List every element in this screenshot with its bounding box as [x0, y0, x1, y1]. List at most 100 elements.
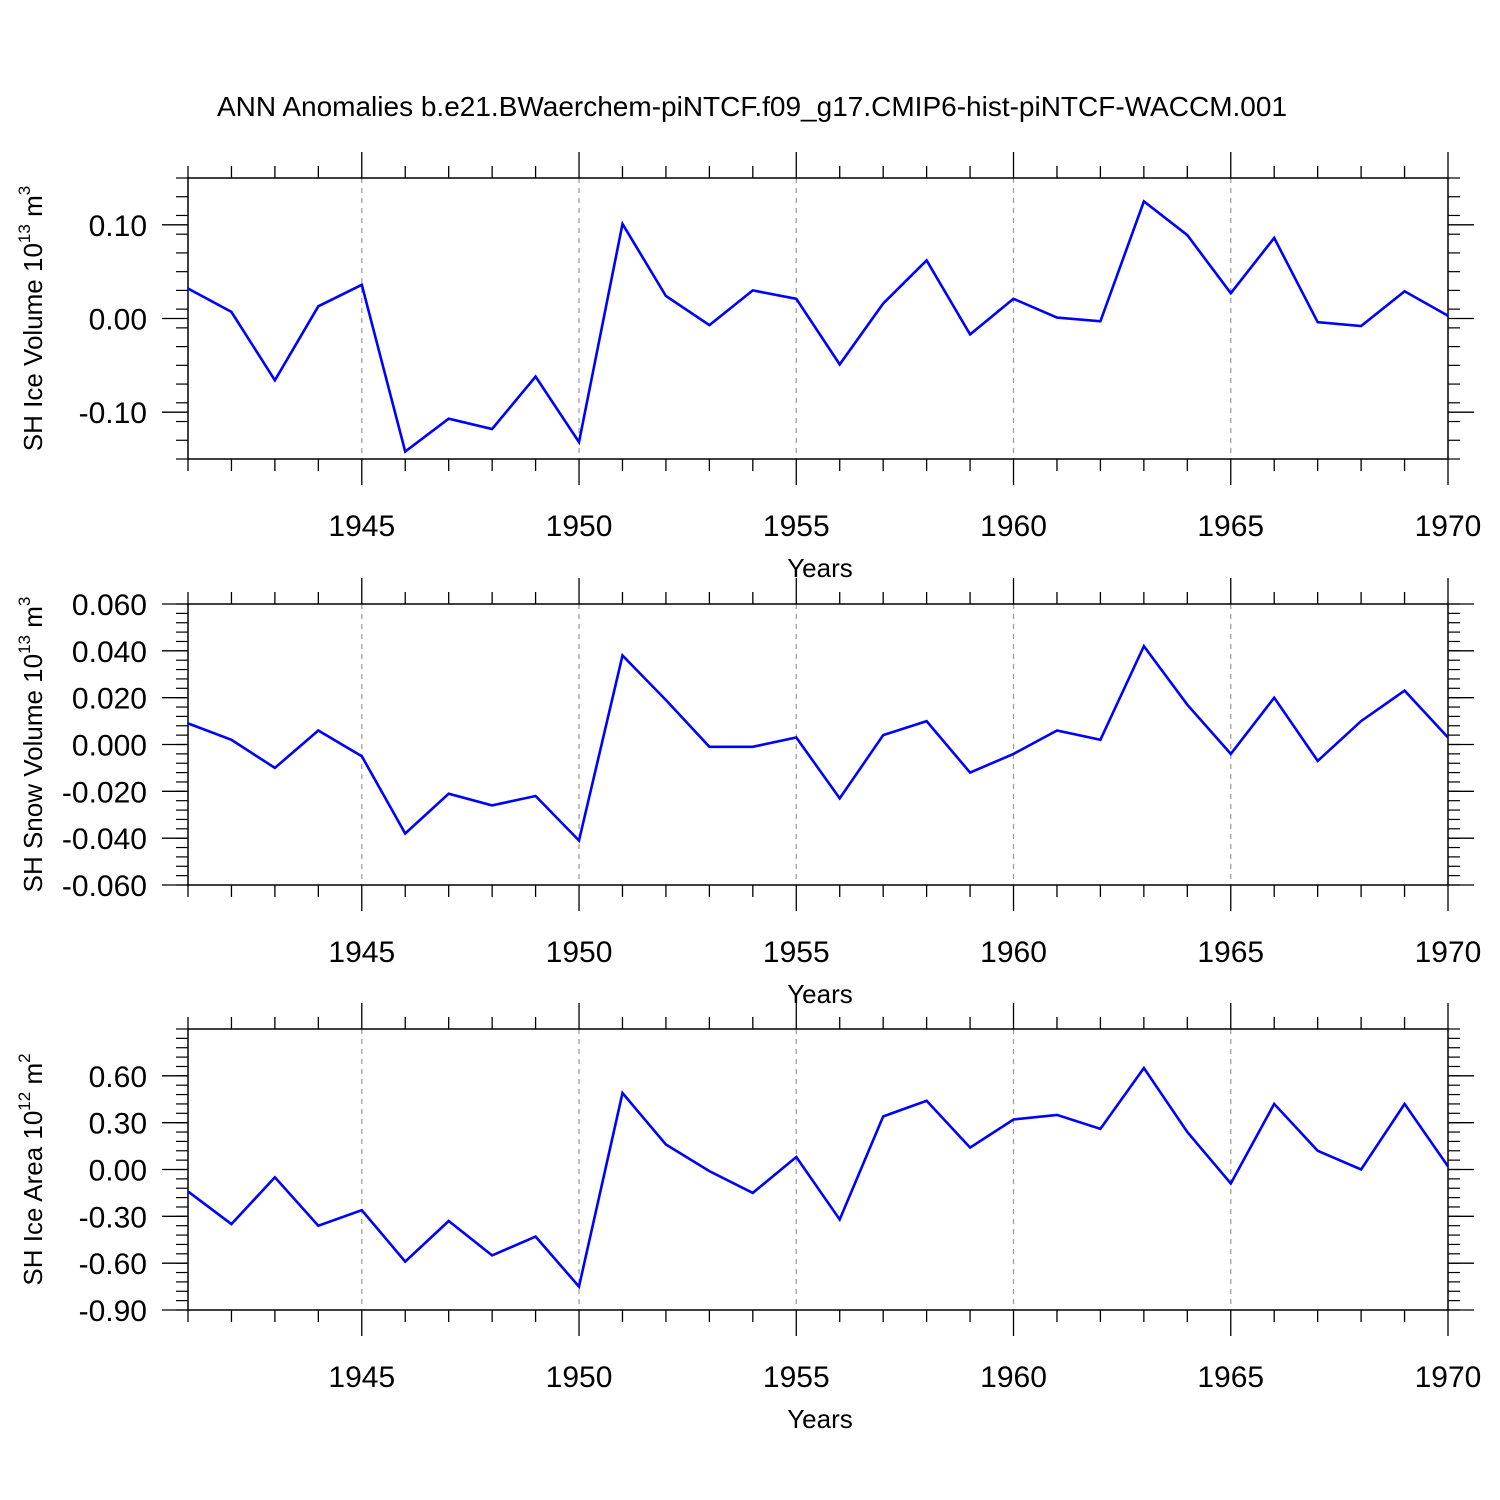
- data-point: [752, 746, 755, 749]
- data-point: [534, 795, 537, 798]
- y-axis-label-exponent: 12: [15, 1092, 34, 1111]
- x-tick-label: 1965: [1197, 1361, 1264, 1394]
- data-point: [578, 441, 581, 444]
- y-axis-label: SH Ice Volume 1013 m3: [15, 186, 48, 451]
- data-point: [1316, 1149, 1319, 1152]
- data-point: [1403, 1103, 1406, 1106]
- y-axis-label-unit: m: [18, 1063, 48, 1092]
- data-point: [447, 792, 450, 795]
- data-point: [317, 729, 320, 732]
- x-tick-label: 1970: [1415, 936, 1482, 969]
- data-point: [1186, 234, 1189, 237]
- y-tick-label: -0.30: [79, 1201, 147, 1234]
- data-point: [708, 324, 711, 327]
- plot-frame: [187, 177, 1449, 460]
- data-point: [447, 417, 450, 420]
- x-tick-label: 1950: [546, 1361, 613, 1394]
- x-axis-label: Years: [787, 979, 853, 1009]
- data-point: [1186, 703, 1189, 706]
- data-point: [578, 839, 581, 842]
- data-point: [665, 1143, 668, 1146]
- y-axis-label-unit: m: [18, 195, 48, 224]
- y-tick-label: 0.040: [72, 636, 147, 669]
- y-tick-label: 0.60: [89, 1061, 147, 1094]
- y-tick-label: 0.00: [89, 1155, 147, 1188]
- data-point: [274, 767, 277, 770]
- x-tick-label: 1945: [328, 510, 395, 543]
- y-tick-label: -0.040: [62, 823, 147, 856]
- data-point: [621, 654, 624, 657]
- x-tick-label: 1960: [980, 1361, 1047, 1394]
- data-point: [1273, 237, 1276, 240]
- data-point: [1229, 1182, 1232, 1185]
- plot-frame: [187, 1028, 1449, 1311]
- data-point: [925, 259, 928, 262]
- data-point: [795, 736, 798, 739]
- y-tick-label: 0.020: [72, 683, 147, 716]
- x-tick-label: 1960: [980, 936, 1047, 969]
- y-tick-label: -0.90: [79, 1295, 147, 1328]
- data-point: [534, 375, 537, 378]
- x-tick-label: 1950: [546, 936, 613, 969]
- data-point: [925, 720, 928, 723]
- data-point: [1012, 1118, 1015, 1121]
- data-point: [1229, 753, 1232, 756]
- data-point: [1099, 1128, 1102, 1131]
- y-axis-label-unit-exponent: 3: [15, 597, 34, 606]
- y-axis-label-exponent: 13: [15, 635, 34, 654]
- data-point: [1056, 316, 1059, 319]
- data-point: [1447, 1165, 1450, 1168]
- x-tick-label: 1950: [546, 510, 613, 543]
- data-point: [1403, 689, 1406, 692]
- data-point: [838, 797, 841, 800]
- y-tick-label: 0.00: [89, 304, 147, 337]
- x-tick-label: 1970: [1415, 510, 1482, 543]
- data-point: [1099, 739, 1102, 742]
- y-axis-label-text: SH Ice Volume 10: [18, 243, 48, 451]
- panel-1: 1945 1950 1955 1960 1965 1970 Years -0.10 0.00 0.…: [15, 152, 1481, 583]
- data-point: [1360, 325, 1363, 328]
- data-point: [621, 1092, 624, 1095]
- y-axis-label-text: SH Ice Area 10: [18, 1111, 48, 1286]
- x-tick-label: 1965: [1197, 936, 1264, 969]
- data-point: [1273, 696, 1276, 699]
- series-line: [187, 643, 1449, 844]
- y-axis-label: SH Ice Area 1012 m2: [15, 1053, 48, 1285]
- data-point: [752, 289, 755, 292]
- data-point: [187, 1190, 190, 1193]
- data-point: [1056, 729, 1059, 732]
- y-tick-label: 0.30: [89, 1108, 147, 1141]
- data-point: [708, 746, 711, 749]
- x-tick-label: 1955: [763, 936, 830, 969]
- data-point: [447, 1220, 450, 1223]
- data-point: [882, 1115, 885, 1118]
- data-point: [187, 287, 190, 290]
- data-point: [1403, 290, 1406, 293]
- data-point: [795, 298, 798, 301]
- data-point: [534, 1235, 537, 1238]
- data-point: [752, 1192, 755, 1195]
- y-tick-label: 0.10: [89, 210, 147, 243]
- data-point: [360, 283, 363, 286]
- x-tick-label: 1955: [763, 510, 830, 543]
- data-point: [1186, 1131, 1189, 1134]
- data-point: [969, 771, 972, 774]
- y-tick-label: -0.020: [62, 776, 147, 809]
- data-point: [274, 379, 277, 382]
- data-point: [925, 1100, 928, 1103]
- data-point: [274, 1176, 277, 1179]
- data-point: [969, 1146, 972, 1149]
- y-tick-label: 0.060: [72, 589, 147, 622]
- y-axis-label-unit-exponent: 3: [15, 186, 34, 195]
- x-tick-label: 1960: [980, 510, 1047, 543]
- y-axis-label: SH Snow Volume 1013 m3: [15, 597, 48, 893]
- plot-frame: [187, 603, 1449, 886]
- y-axis-label-text: SH Snow Volume 10: [18, 654, 48, 892]
- data-point: [708, 1170, 711, 1173]
- x-axis-label: Years: [787, 1404, 853, 1434]
- x-axis-label: Years: [787, 553, 853, 583]
- data-point: [1229, 292, 1232, 295]
- data-point: [838, 363, 841, 366]
- panels: 1945 1950 1955 1960 1965 1970 Years -0.10 0.00 0.…: [15, 152, 1481, 1434]
